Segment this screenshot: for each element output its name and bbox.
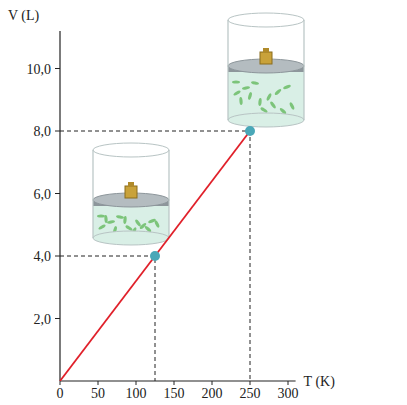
- weight-knob: [263, 48, 269, 53]
- chart: 0 50 100 150 200 250 300 2,0 4,0 6,0 8,0 10,0 V (L) T…: [0, 0, 407, 405]
- molecule: [251, 81, 259, 86]
- y-tick-label: 8,0: [34, 124, 52, 139]
- molecule: [107, 220, 115, 225]
- molecule: [104, 215, 108, 223]
- data-point: [150, 251, 160, 261]
- cylinder-wall: [168, 150, 169, 238]
- x-tick: [98, 381, 99, 385]
- x-tick-label: 100: [126, 386, 147, 401]
- x-tick: [212, 381, 213, 385]
- y-tick: [55, 131, 60, 132]
- molecule: [258, 98, 262, 106]
- cylinder-bottom: [93, 231, 169, 245]
- y-tick-label: 4,0: [34, 249, 52, 264]
- cylinder-wall: [227, 20, 228, 120]
- data-point: [245, 126, 255, 136]
- y-tick: [55, 318, 60, 319]
- drop-line: [60, 131, 250, 381]
- x-tick: [174, 381, 175, 385]
- x-tick-label: 200: [202, 386, 223, 401]
- x-tick-label: 150: [164, 386, 185, 401]
- y-axis: [59, 31, 60, 381]
- molecule: [239, 97, 243, 105]
- molecule: [283, 84, 292, 90]
- x-axis-title: T (K): [304, 374, 336, 390]
- molecule: [98, 224, 107, 231]
- molecule: [274, 88, 282, 96]
- molecule: [125, 225, 133, 232]
- x-axis: [60, 380, 296, 381]
- molecule: [260, 107, 268, 114]
- cylinder-illustration: [93, 143, 169, 245]
- weight: [125, 186, 137, 198]
- x-tick: [250, 381, 251, 385]
- molecule: [232, 80, 240, 83]
- x-tick: [288, 381, 289, 385]
- x-tick-label: 0: [57, 386, 64, 401]
- cylinder-bottom: [228, 113, 304, 127]
- plot-area: [60, 126, 255, 381]
- x-tick-label: 250: [240, 386, 261, 401]
- molecule: [269, 101, 276, 109]
- molecule: [116, 215, 124, 220]
- x-tick: [60, 381, 61, 385]
- molecule: [123, 216, 127, 224]
- y-tick-label: 10,0: [27, 62, 52, 77]
- y-tick: [55, 193, 60, 194]
- x-tick-label: 300: [278, 386, 299, 401]
- molecule: [233, 90, 242, 97]
- molecule: [242, 86, 250, 91]
- x-tick: [136, 381, 137, 385]
- x-tick-label: 50: [91, 386, 105, 401]
- molecule: [266, 93, 272, 102]
- y-tick: [55, 256, 60, 257]
- y-tick: [55, 68, 60, 69]
- cylinder-wall: [303, 20, 304, 120]
- y-tick-label: 2,0: [34, 312, 52, 327]
- cylinder-rim: [228, 13, 304, 27]
- y-axis-title: V (L): [8, 8, 40, 24]
- molecule: [134, 219, 141, 227]
- molecule: [289, 102, 295, 111]
- cylinder-rim: [93, 143, 169, 157]
- cylinder-wall: [92, 150, 93, 238]
- data-line: [60, 131, 250, 381]
- y-tick-label: 6,0: [34, 187, 52, 202]
- weight: [260, 52, 272, 64]
- molecule: [97, 214, 105, 217]
- molecule: [247, 92, 252, 101]
- molecule: [154, 220, 160, 229]
- cylinder-illustration: [228, 13, 304, 127]
- weight-knob: [128, 182, 134, 187]
